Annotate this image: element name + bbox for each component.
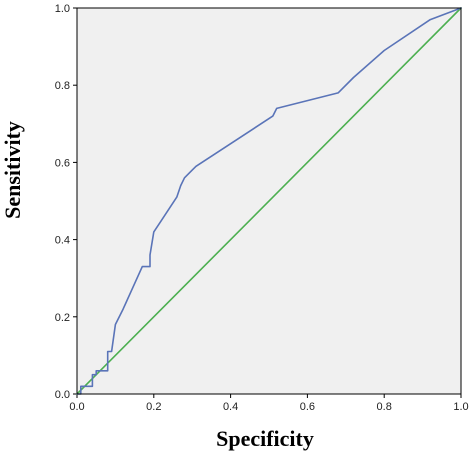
- y-tick-label: 0.0: [55, 389, 70, 401]
- x-tick-label: 0.6: [300, 401, 315, 413]
- y-axis-label: Sensitivity: [0, 121, 25, 219]
- axis-ticks: 0.0 0.2 0.4 0.6 0.8 1.0 0.0 0.2 0.4 0.6 0.8 1.0: [55, 3, 469, 413]
- series-group: [76, 7, 462, 395]
- x-tick-label: 0.2: [146, 401, 161, 413]
- x-tick-label: 0.8: [377, 401, 392, 413]
- x-tick-label: 0.4: [223, 401, 238, 413]
- reference-diagonal-line: [76, 7, 462, 395]
- x-tick-label: 0.0: [69, 401, 84, 413]
- x-tick-label: 1.0: [453, 401, 468, 413]
- y-tick-label: 1.0: [55, 3, 70, 15]
- y-tick-label: 0.6: [55, 157, 70, 169]
- x-axis-label: Specificity: [216, 426, 314, 451]
- y-tick-label: 0.8: [55, 80, 70, 92]
- y-tick-label: 0.4: [55, 235, 70, 247]
- y-tick-label: 0.2: [55, 312, 70, 324]
- plot-frame: [76, 7, 462, 395]
- roc-curve-line: [76, 7, 462, 395]
